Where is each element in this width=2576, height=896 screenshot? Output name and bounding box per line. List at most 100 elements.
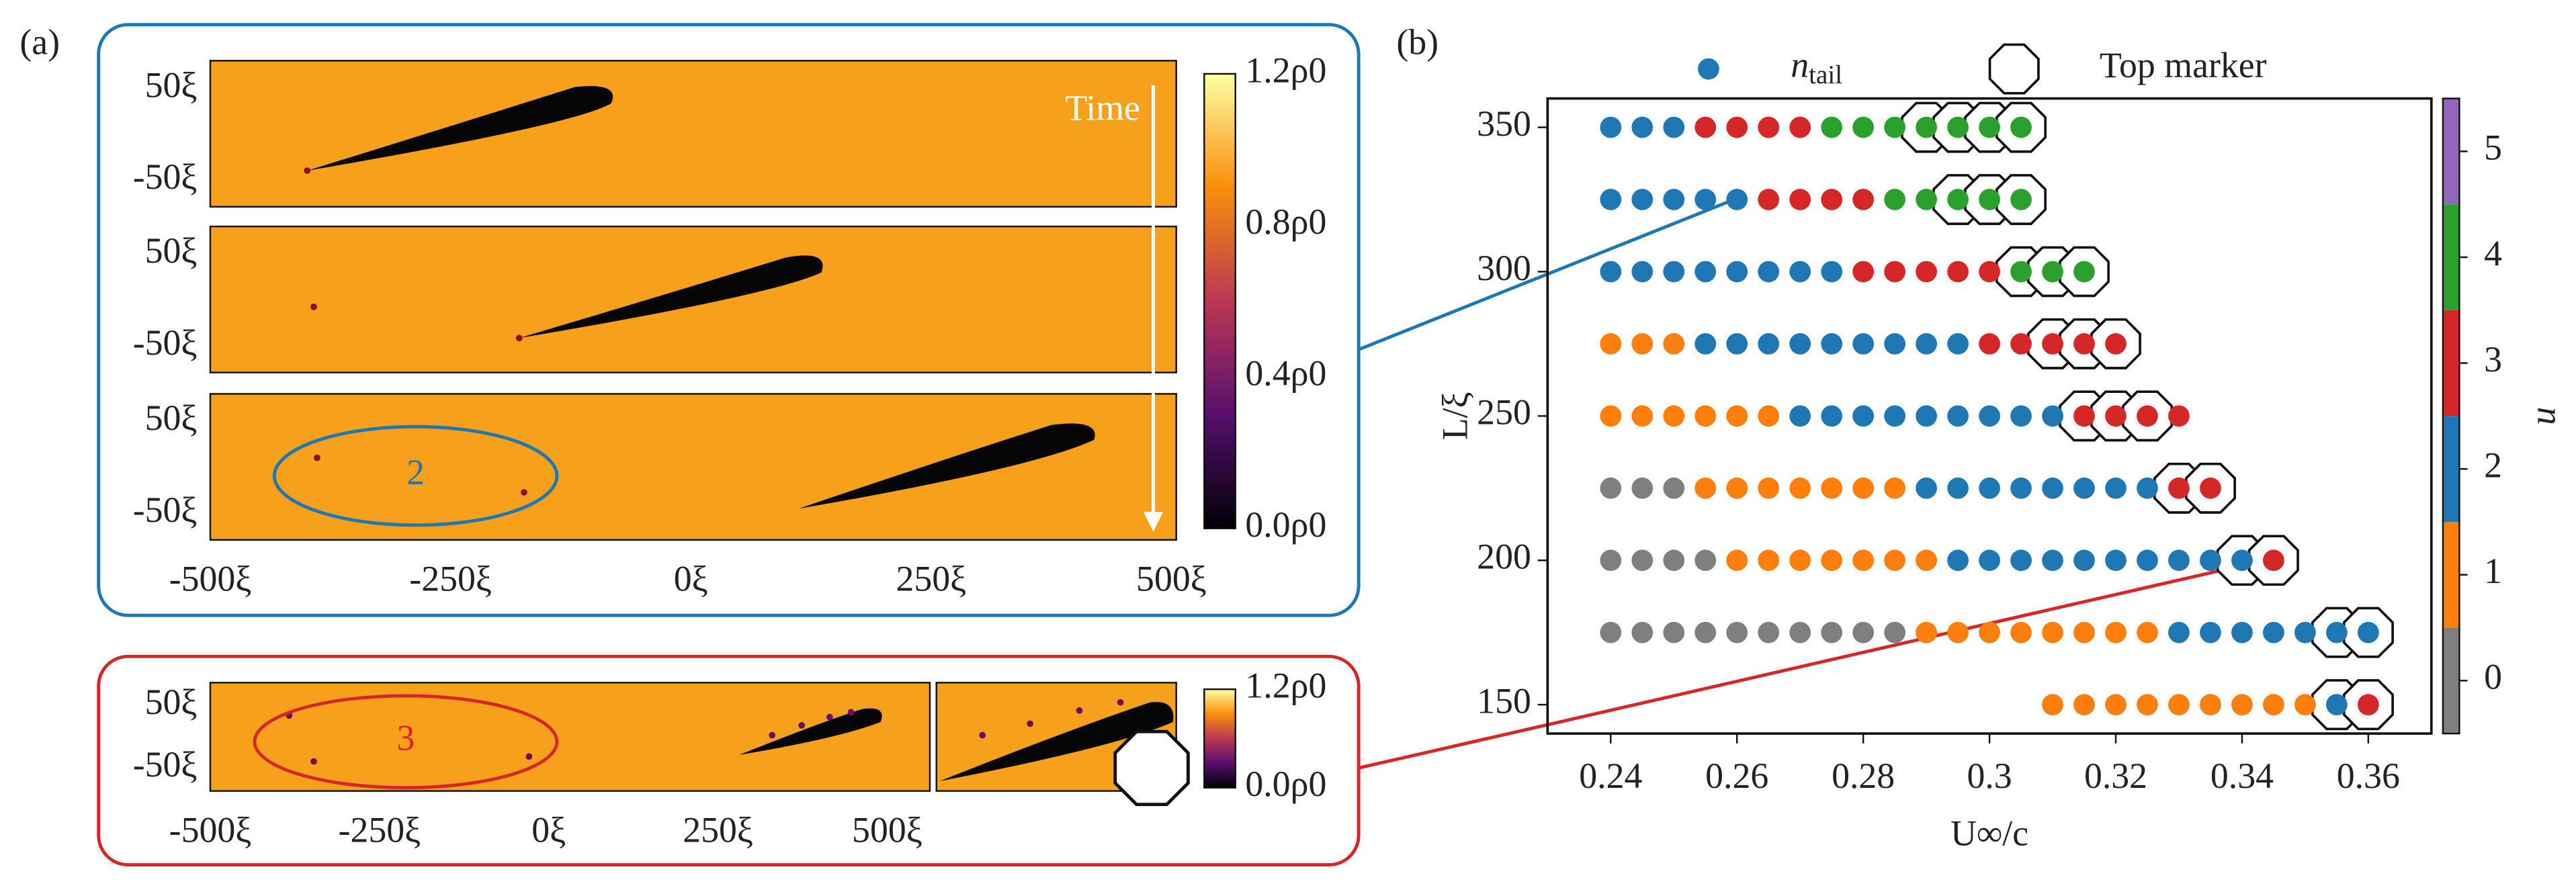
point <box>1852 116 1875 138</box>
x-tick-label: 0.34 <box>2210 756 2274 796</box>
y-tick-label: 250 <box>1477 392 1531 433</box>
point <box>1631 189 1654 210</box>
plot-frame <box>1546 97 2433 735</box>
point <box>1821 261 1843 283</box>
vortex <box>847 709 855 716</box>
point <box>1726 621 1748 643</box>
legend-label-sub: tail <box>1809 60 1842 89</box>
point <box>2105 333 2127 355</box>
point <box>2042 333 2063 355</box>
point <box>2263 549 2284 572</box>
x-tick-label: -250ξ <box>409 559 492 599</box>
point <box>1758 261 1780 283</box>
vortex <box>515 334 523 342</box>
x-tick-label: 500ξ <box>1136 559 1207 599</box>
point <box>2073 405 2095 427</box>
point <box>1694 549 1717 572</box>
point <box>1726 189 1748 210</box>
point <box>2105 694 2127 716</box>
point <box>1947 549 1969 572</box>
point <box>2042 405 2063 427</box>
point <box>1726 405 1748 427</box>
colorbar <box>1203 688 1236 789</box>
point <box>1694 116 1717 138</box>
point <box>1789 261 1811 283</box>
y-tick-label: -50ξ <box>133 744 198 785</box>
point <box>2200 621 2221 643</box>
point <box>2105 549 2127 572</box>
point <box>1631 477 1654 499</box>
connector <box>1358 556 2276 770</box>
point <box>1916 549 1938 572</box>
point <box>2168 477 2190 499</box>
point <box>1789 549 1811 572</box>
y-tick-label: -50ξ <box>133 156 198 197</box>
point <box>1631 261 1654 283</box>
point <box>2137 477 2158 499</box>
vortex <box>310 303 317 310</box>
colorbar-segment <box>2442 310 2460 416</box>
point <box>1947 405 1969 427</box>
point <box>1600 116 1622 138</box>
point <box>2042 477 2063 499</box>
point <box>1663 549 1685 572</box>
colorbar-label: 1.2ρ0 <box>1245 50 1326 90</box>
point <box>2042 549 2063 572</box>
panel-label: (a) <box>19 22 60 62</box>
y-tick-label: 200 <box>1477 537 1531 577</box>
y-tick-label: 50ξ <box>145 682 198 722</box>
point <box>2010 405 2032 427</box>
point <box>1726 549 1748 572</box>
colorbar-frame <box>2442 97 2460 735</box>
point <box>2168 549 2190 572</box>
point <box>1758 116 1780 138</box>
point <box>1631 333 1654 355</box>
point <box>2073 477 2095 499</box>
vortex <box>979 731 986 739</box>
x-tick-label: 250ξ <box>683 810 753 850</box>
point <box>1631 405 1654 427</box>
point <box>2137 694 2158 716</box>
vortex <box>769 731 776 739</box>
point <box>2073 621 2095 643</box>
colorbar <box>1203 73 1236 529</box>
point <box>2010 477 2032 499</box>
point <box>2137 405 2158 427</box>
colorbar-tick-label: 0 <box>2484 657 2502 697</box>
point <box>2357 621 2379 643</box>
vortex <box>521 489 527 496</box>
point <box>1884 549 1906 572</box>
point <box>1694 261 1717 283</box>
point <box>1979 477 2000 499</box>
point <box>2010 189 2032 210</box>
point <box>1884 333 1906 355</box>
vortex <box>1076 707 1083 714</box>
point <box>2010 333 2032 355</box>
point <box>1600 477 1622 499</box>
point <box>1852 405 1875 427</box>
point <box>1631 116 1654 138</box>
panel-b: 0.24 0.26 0.28 0.3 0.32 0.34 0.361502002503003… <box>1435 43 2571 853</box>
x-tick-label: 250ξ <box>896 559 966 599</box>
point <box>1694 477 1717 499</box>
point <box>1726 261 1748 283</box>
point <box>2168 621 2190 643</box>
point <box>2231 621 2253 643</box>
point <box>1694 405 1717 427</box>
colorbar-label: 0.0ρ0 <box>1245 764 1326 804</box>
time-label: Time <box>1065 87 1140 128</box>
point <box>1916 116 1938 138</box>
legend-marker <box>1698 58 1719 80</box>
point <box>1916 405 1938 427</box>
point <box>2073 694 2095 716</box>
density-field <box>209 60 1177 208</box>
point <box>2105 621 2127 643</box>
vortex <box>1117 699 1124 706</box>
point <box>1821 116 1843 138</box>
point <box>2294 694 2316 716</box>
point <box>2263 694 2284 716</box>
point <box>1916 333 1938 355</box>
colorbar-segment <box>2442 98 2460 205</box>
colorbar-segment <box>2442 204 2460 310</box>
point <box>1821 621 1843 643</box>
